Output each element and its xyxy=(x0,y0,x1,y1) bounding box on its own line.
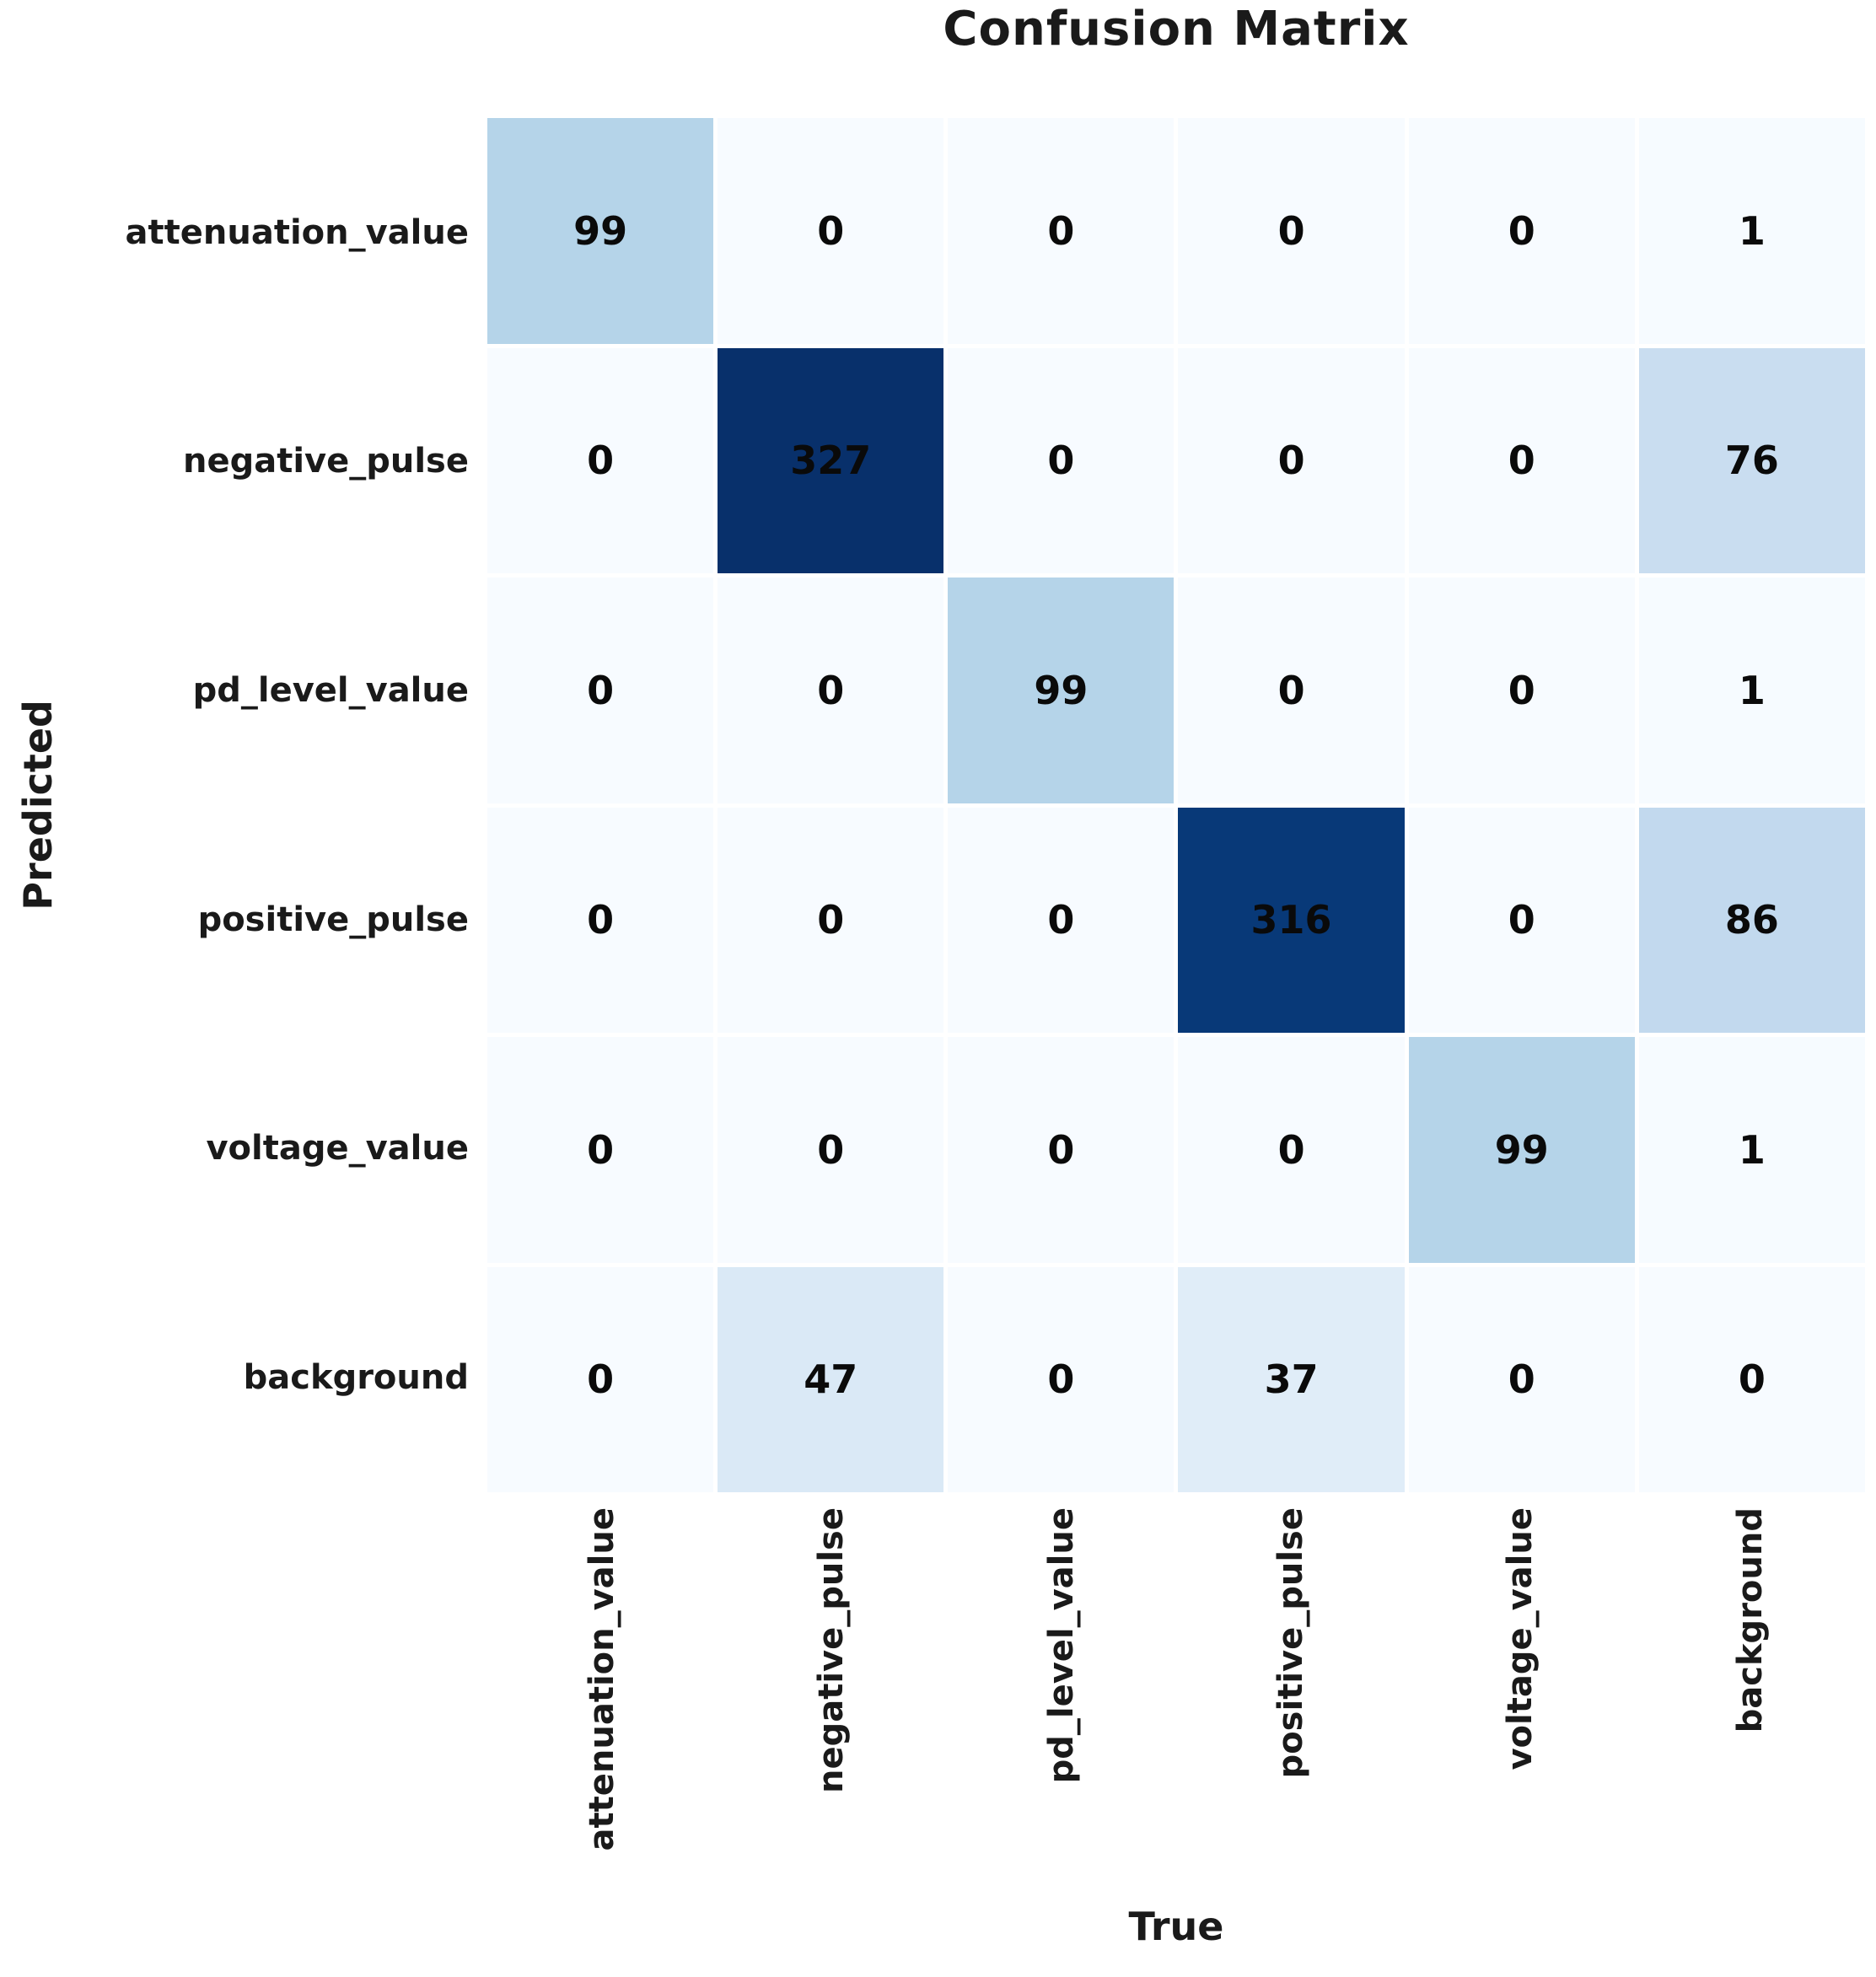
heatmap-cell: 0 xyxy=(948,1037,1175,1263)
heatmap-cell: 99 xyxy=(1408,1037,1635,1263)
heatmap-cell: 0 xyxy=(1408,578,1635,803)
heatmap-cell: 76 xyxy=(1638,347,1865,573)
heatmap-cell: 0 xyxy=(1638,1266,1865,1492)
heatmap-cell: 0 xyxy=(1178,1037,1405,1263)
heatmap-cell: 0 xyxy=(718,578,944,803)
heatmap-cell: 0 xyxy=(1178,118,1405,344)
y-axis-label-wrap: Predicted xyxy=(0,118,76,1492)
heatmap-cell: 1 xyxy=(1638,578,1865,803)
y-tick-label: background xyxy=(243,1358,469,1398)
heatmap-cell: 1 xyxy=(1638,118,1865,344)
heatmap-cell: 47 xyxy=(718,1266,944,1492)
x-tick-label: positive_pulse xyxy=(1271,1507,1311,1779)
y-tick-label: positive_pulse xyxy=(197,900,469,939)
chart-title: Confusion Matrix xyxy=(943,2,1410,56)
heatmap-cell: 0 xyxy=(1408,347,1635,573)
y-tick-label: negative_pulse xyxy=(182,442,469,481)
heatmap-cell: 0 xyxy=(948,1266,1175,1492)
heatmap-cell: 327 xyxy=(718,347,944,573)
y-tick-label: attenuation_value xyxy=(125,212,469,252)
heatmap-cell: 0 xyxy=(718,118,944,344)
x-axis-label: True xyxy=(1128,1904,1224,1949)
heatmap-cell: 0 xyxy=(718,1037,944,1263)
heatmap-cell: 37 xyxy=(1178,1266,1405,1492)
heatmap-grid: 99 0 0 0 0 1 0 327 0 0 0 76 0 0 99 0 0 1 0 0 0 316 0 86 0 0 0 0 99 1 0… xyxy=(487,118,1865,1492)
heatmap-cell: 0 xyxy=(1178,347,1405,573)
x-tick-label: pd_level_value xyxy=(1041,1507,1081,1784)
heatmap-cell: 316 xyxy=(1178,807,1405,1033)
y-tick-label: pd_level_value xyxy=(192,671,469,711)
x-tick-labels: attenuation_value negative_pulse pd_level_… xyxy=(487,1507,1865,1954)
heatmap-cell: 0 xyxy=(1178,578,1405,803)
heatmap-cell: 0 xyxy=(718,807,944,1033)
heatmap-cell: 0 xyxy=(487,347,714,573)
x-tick-label: attenuation_value xyxy=(583,1507,622,1851)
heatmap-cell: 99 xyxy=(487,118,714,344)
heatmap-cell: 1 xyxy=(1638,1037,1865,1263)
heatmap-cell: 99 xyxy=(948,578,1175,803)
heatmap-cell: 0 xyxy=(948,807,1175,1033)
x-tick-label: voltage_value xyxy=(1501,1507,1540,1770)
heatmap-cell: 0 xyxy=(1408,1266,1635,1492)
x-tick-label: background xyxy=(1730,1507,1770,1733)
heatmap-cell: 0 xyxy=(487,578,714,803)
heatmap-cell: 0 xyxy=(948,118,1175,344)
x-tick-label: negative_pulse xyxy=(812,1507,852,1794)
heatmap-cell: 0 xyxy=(1408,807,1635,1033)
heatmap-cell: 86 xyxy=(1638,807,1865,1033)
heatmap-cell: 0 xyxy=(487,1266,714,1492)
heatmap-cell: 0 xyxy=(1408,118,1635,344)
heatmap-cell: 0 xyxy=(487,1037,714,1263)
heatmap-cell: 0 xyxy=(948,347,1175,573)
y-axis-label: Predicted xyxy=(15,700,61,911)
y-tick-label: voltage_value xyxy=(206,1129,469,1168)
y-tick-labels: attenuation_value negative_pulse pd_level_… xyxy=(76,118,469,1492)
heatmap-cell: 0 xyxy=(487,807,714,1033)
